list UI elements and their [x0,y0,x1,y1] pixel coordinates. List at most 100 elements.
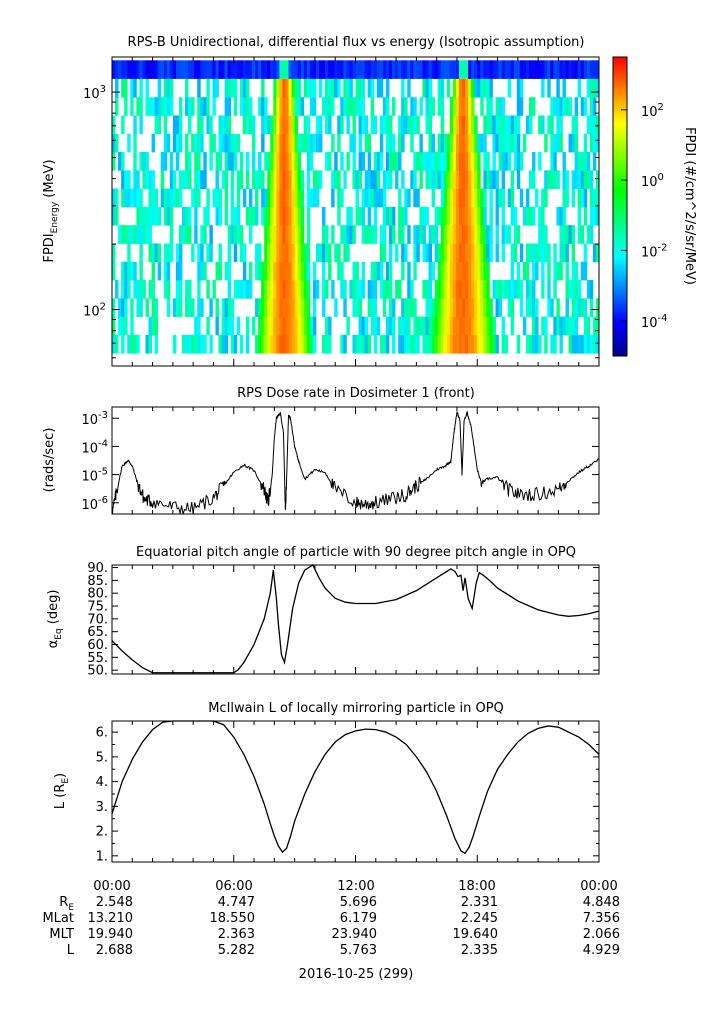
y-tick-label: 103 [83,84,106,102]
spectrogram-cell [267,60,271,79]
spectrogram-cell [175,188,180,208]
spectrogram-cell [452,206,457,226]
spectrogram-cell [306,225,311,244]
spectrogram-cell [337,115,341,135]
spectrogram-cell [197,115,201,135]
spectrogram-cell [148,170,152,190]
spectrogram-cell [465,261,469,281]
spectrogram-cell [388,243,393,263]
spectrogram-cell [501,316,506,336]
spectrogram-cell [440,225,445,244]
spectrogram-cell [169,225,174,244]
spectrogram-cell [315,115,320,135]
spectrogram-cell [580,261,585,281]
spectrogram-cell [474,280,478,299]
spectrogram-cell [516,334,521,354]
spectrogram-cell [449,152,454,171]
spectrogram-cell [452,243,457,263]
spectrogram-cell [154,243,159,263]
spectrogram-cell [230,334,235,354]
spectrogram-cell [148,316,152,336]
spectrogram-cell [440,188,445,208]
spectrogram-cell [364,225,369,244]
spectrogram-cell [282,188,286,208]
spectrogram-cell [495,97,499,116]
spectrogram-cell [309,334,314,354]
spectrogram-cell [349,60,353,79]
spectrogram-cell [334,170,338,190]
spectrogram-cell [242,78,247,98]
spectrogram-cell [595,316,600,336]
spectrogram-cell [458,225,463,244]
spectrogram-cell [318,243,323,263]
spectrogram-cell [112,261,116,281]
spectrogram-cell [282,225,286,244]
spectrogram-cell [513,243,518,263]
spectrogram-cell [577,298,582,318]
y-tick-label: 85. [87,574,108,589]
spectrogram-cell [355,97,359,116]
spectrogram-cell [306,133,311,153]
spectrogram-cell [245,334,250,354]
spectrogram-cell [285,298,289,318]
spectrogram-cell [218,152,222,171]
spectrogram-cell [443,152,448,171]
spectrogram-cell [501,97,506,116]
spectrogram-cell [388,170,393,190]
spectrogram-cell [516,133,521,153]
spectrogram-cell [112,243,116,263]
spectrogram-cell [513,152,518,171]
spectrogram-cell [385,170,390,190]
spectrogram-cell [550,133,554,153]
ephemeris-value: 4.747 [218,895,255,910]
spectrogram-cell [395,60,399,79]
spectrogram-cell [209,243,213,263]
spectrogram-cell [385,60,390,79]
spectrogram-cell [148,60,152,79]
spectrogram-cell [261,115,265,135]
spectrogram-cell [501,115,506,135]
spectrogram-cell [373,115,378,135]
spectrogram-cell [525,206,530,226]
ephemeris-value: 19.940 [88,927,134,942]
spectrogram-cell [443,280,448,299]
spectrogram-cell [127,170,131,190]
spectrogram-cell [559,206,563,226]
mcilwain-l-frame [111,720,600,863]
spectrogram-cell [401,316,405,336]
spectrogram-cell [297,170,302,190]
pitch-angle-panel: Equatorial pitch angle of particle with … [46,545,600,679]
spectrogram-cell [264,280,268,299]
spectrogram-cell [270,261,274,281]
spectrogram-cell [112,334,116,354]
spectrogram-cell [115,280,119,299]
spectrogram-cell [541,60,545,79]
spectrogram-cell [264,60,268,79]
spectrogram-cell [462,280,466,299]
spectrogram-cell [303,280,308,299]
spectrogram-cell [145,225,149,244]
ephemeris-value: 4.848 [583,895,620,910]
spectrogram-cell [300,243,305,263]
spectrogram-cell [492,316,496,336]
spectrogram-cell [230,206,235,226]
spectrogram-cell [468,261,472,281]
spectrogram-cell [556,115,560,135]
spectrogram-cell [139,78,143,98]
spectrogram-cell [270,206,274,226]
spectrogram-cell [303,78,308,98]
spectrogram-cell [218,188,222,208]
spectrogram-cell [182,225,186,244]
spectrogram-cell [355,298,359,318]
spectrogram-cell [276,298,280,318]
spectrogram-cell [288,115,292,135]
y-tick-label: 10-5 [81,467,108,485]
spectrogram-cell [361,188,366,208]
spectrogram-cell [443,60,448,79]
spectrogram-cell [571,225,576,244]
spectrogram-cell [224,133,229,153]
spectrogram-cell [407,225,411,244]
spectrogram-cell [224,206,229,226]
spectrogram-cell [264,97,268,116]
